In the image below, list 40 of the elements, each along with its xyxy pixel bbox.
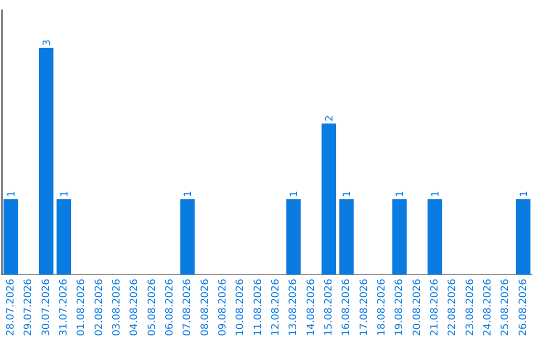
data-label: 1 [6, 190, 18, 198]
x-tick-label: 25.08.2026 [500, 278, 512, 336]
x-tick-label: 16.08.2026 [341, 278, 352, 336]
x-tick-label: 29.07.2026 [23, 278, 34, 336]
x-tick-label: 07.08.2026 [182, 278, 194, 336]
x-tick-label: 05.08.2026 [146, 278, 158, 336]
data-label: 2 [324, 115, 336, 122]
x-tick-label: 14.08.2026 [306, 278, 317, 336]
x-tick-label: 12.08.2026 [270, 278, 282, 336]
x-tick-label: 31.07.2026 [58, 278, 70, 336]
x-tick-label: 06.08.2026 [164, 278, 176, 336]
data-label: 1 [342, 190, 354, 198]
x-tick-label: 02.08.2026 [94, 278, 105, 336]
x-tick-label: 17.08.2026 [358, 278, 370, 336]
x-tick-label: 19.08.2026 [394, 278, 406, 336]
data-label: 3 [42, 39, 53, 46]
x-tick-label: 18.08.2026 [376, 278, 388, 336]
x-tick-label: 24.08.2026 [482, 278, 494, 336]
x-tick-label: 23.08.2026 [464, 278, 476, 336]
x-tick-label: 10.08.2026 [235, 278, 246, 336]
x-tick-label: 20.08.2026 [412, 278, 423, 336]
x-tick-label: 03.08.2026 [111, 278, 122, 336]
x-tick-label: 26.08.2026 [518, 278, 529, 336]
data-label: 1 [518, 190, 530, 198]
data-label: 1 [183, 190, 194, 198]
data-label: 1 [289, 190, 300, 198]
x-tick-label: 21.08.2026 [429, 278, 440, 336]
x-tick-label: 13.08.2026 [288, 278, 300, 336]
x-tick-label: 28.07.2026 [5, 278, 16, 336]
x-tick-label: 30.07.2026 [40, 278, 52, 336]
x-tick-label: 15.08.2026 [323, 278, 334, 336]
x-tick-label: 11.08.2026 [252, 278, 264, 336]
x-tick-label: 22.08.2026 [447, 278, 458, 336]
x-tick-label: 01.08.2026 [76, 278, 88, 336]
data-label: 1 [59, 190, 70, 198]
x-tick-label: 09.08.2026 [217, 278, 228, 336]
x-tick-label: 08.08.2026 [200, 278, 211, 336]
data-label: 1 [395, 190, 406, 198]
x-tick-label: 04.08.2026 [129, 278, 140, 336]
data-label: 1 [430, 190, 442, 198]
